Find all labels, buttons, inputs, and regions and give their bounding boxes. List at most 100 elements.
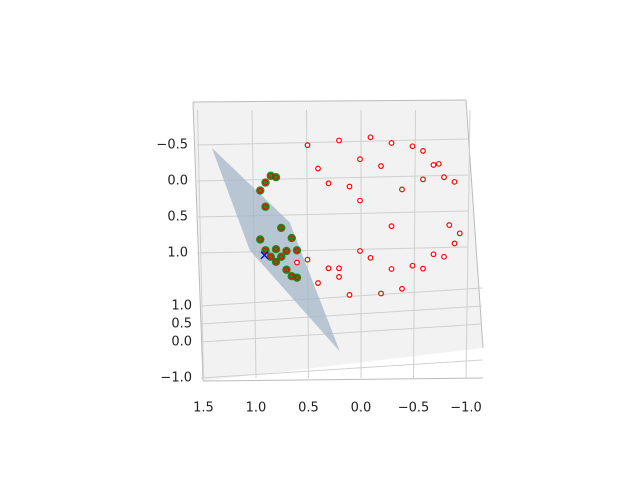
- point-fill: [266, 252, 275, 261]
- point: [420, 176, 426, 183]
- point: [441, 253, 447, 260]
- point: [261, 202, 270, 211]
- point-ring: [273, 174, 279, 180]
- point: [336, 137, 342, 144]
- point: [256, 186, 265, 195]
- point-fill: [292, 273, 302, 282]
- grid-line: [196, 246, 469, 254]
- point-fill: [282, 246, 291, 256]
- point: [367, 134, 374, 141]
- grid-line: [197, 109, 204, 379]
- point: [409, 262, 416, 269]
- point-fill: [277, 223, 286, 233]
- grid-line: [200, 359, 483, 379]
- z-tick-label: −0.5: [156, 138, 188, 153]
- point: [292, 246, 302, 255]
- point-fill: [277, 252, 286, 261]
- point-ring: [294, 274, 300, 281]
- point-ring: [273, 246, 279, 252]
- grid-line: [413, 109, 416, 379]
- point: [446, 222, 453, 228]
- point-fill: [261, 178, 270, 187]
- z-tick-label: 1.0: [167, 246, 188, 261]
- point-ring: [257, 187, 263, 194]
- grid-line: [306, 109, 309, 379]
- point: [271, 245, 281, 254]
- point: [441, 174, 447, 181]
- point: [357, 156, 363, 163]
- point: [325, 180, 332, 187]
- x-tick-label: 1.5: [193, 401, 214, 416]
- point: [399, 285, 405, 292]
- point: [256, 235, 265, 244]
- point-fill: [282, 265, 291, 274]
- point: [388, 223, 395, 230]
- x-tick-label: −0.5: [398, 401, 430, 416]
- point-ring: [283, 248, 290, 254]
- point: [357, 197, 363, 204]
- y-tick-label: −1.0: [160, 371, 192, 386]
- point: [451, 240, 458, 247]
- point-ring: [262, 203, 269, 210]
- grid-line: [200, 305, 483, 325]
- point-ring: [278, 254, 284, 260]
- point-fill: [287, 233, 296, 243]
- point: [399, 186, 405, 193]
- grid-line: [196, 138, 469, 146]
- point: [287, 233, 296, 243]
- point: [277, 252, 286, 261]
- point: [292, 273, 302, 282]
- point: [378, 290, 384, 297]
- point: [282, 246, 291, 256]
- point: [346, 292, 353, 298]
- point-ring: [278, 225, 284, 231]
- x-tick-label: 0.5: [298, 401, 319, 416]
- point: [304, 256, 311, 263]
- x-tick-label: 1.0: [246, 401, 267, 416]
- point: [451, 178, 458, 185]
- point-fill: [261, 202, 270, 211]
- grid: [196, 109, 483, 379]
- point: [357, 248, 363, 254]
- point: [388, 266, 395, 272]
- x-tick-label: −1.0: [450, 401, 482, 416]
- point-ring: [257, 236, 263, 243]
- grid-line: [200, 287, 483, 307]
- grid-line: [465, 109, 471, 379]
- point-fill: [271, 245, 281, 254]
- z-tick-label: 0.5: [167, 210, 188, 225]
- point-ring: [273, 259, 279, 265]
- point-ring: [283, 266, 290, 273]
- point: [456, 230, 463, 237]
- point-ring: [262, 247, 269, 254]
- point: [430, 251, 437, 258]
- point: [430, 162, 437, 168]
- z-tick-label: 0.0: [167, 174, 188, 189]
- y-tick-label: 0.5: [171, 317, 192, 332]
- grid-line: [200, 323, 483, 343]
- point: [260, 251, 269, 260]
- point: [409, 143, 416, 150]
- point: [325, 265, 332, 272]
- point: [336, 265, 342, 272]
- point: [420, 265, 426, 272]
- point: [336, 274, 342, 280]
- point: [435, 160, 442, 167]
- point: [346, 183, 353, 190]
- point-ring: [294, 247, 300, 254]
- y-tick-label: 0.0: [171, 335, 192, 350]
- point: [315, 280, 321, 286]
- point-ring: [267, 254, 274, 260]
- y-tick-label: 1.0: [171, 299, 192, 314]
- point: [282, 265, 291, 274]
- point: [277, 223, 286, 233]
- point: [271, 173, 281, 182]
- point: [420, 148, 426, 154]
- point: [304, 142, 311, 149]
- point: [271, 257, 281, 266]
- point-fill: [271, 257, 281, 266]
- plot-area: [211, 134, 463, 352]
- point-fill: [256, 235, 265, 244]
- point: [315, 165, 321, 172]
